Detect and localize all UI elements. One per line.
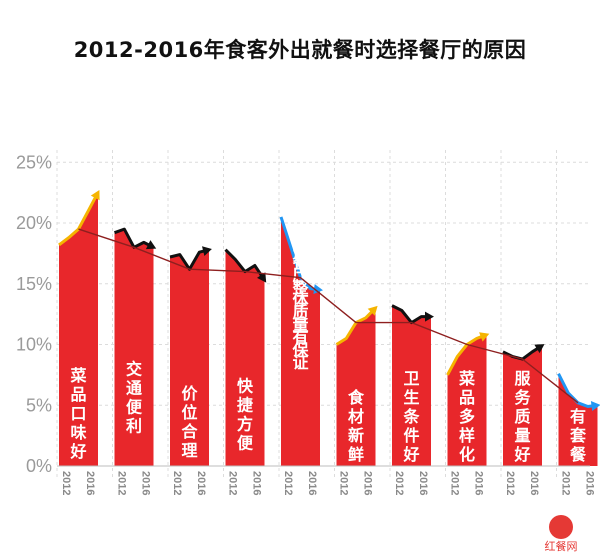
category-label: 有套餐: [569, 407, 587, 464]
trend-arrow-9: [534, 344, 545, 354]
bar-2: [114, 229, 154, 466]
trend-arrow-8: [479, 332, 490, 342]
year-label: 2012: [60, 471, 72, 495]
y-tick-label: 15%: [16, 274, 52, 294]
category-label: 服务质量好: [513, 369, 531, 464]
category-label: 卫生条件好: [402, 369, 420, 464]
bar-5: [281, 216, 320, 466]
year-label: 2016: [251, 471, 263, 495]
category-label: 价位合理: [181, 384, 198, 460]
y-tick-label: 5%: [26, 395, 52, 415]
year-label: 2012: [171, 471, 183, 495]
trend-arrow-10: [590, 401, 600, 411]
year-label: 2012: [338, 471, 350, 495]
trend-arrow-6: [367, 305, 378, 316]
year-label: 2012: [393, 471, 405, 495]
year-label: 2016: [473, 471, 485, 495]
bar-1: [59, 192, 98, 466]
y-tick-label: 10%: [16, 335, 52, 355]
y-tick-label: 20%: [16, 213, 52, 233]
bar-7: [392, 305, 431, 466]
category-label: 菜品多样化: [458, 369, 475, 464]
category-label: 连锁餐厅整体质量有保证: [291, 228, 309, 372]
year-label: 2016: [417, 471, 429, 495]
year-label: 2016: [362, 471, 374, 495]
year-label: 2012: [227, 471, 239, 495]
year-label: 2012: [449, 471, 461, 495]
y-tick-label: 0%: [26, 456, 52, 476]
watermark-text: 红餐网: [544, 540, 578, 553]
y-tick-label: 25%: [16, 152, 52, 172]
bar-10: [558, 373, 598, 466]
year-label: 2012: [560, 471, 572, 495]
category-label: 交通便利: [126, 360, 143, 436]
trend-arrow-2: [145, 240, 157, 250]
trend-arrow-3: [202, 246, 212, 256]
watermark-logo: 红餐网: [532, 515, 590, 553]
category-label: 快捷方便: [237, 377, 254, 453]
year-label: 2016: [584, 471, 596, 495]
trend-arrow-5: [313, 284, 323, 294]
year-label: 2016: [528, 471, 540, 495]
year-label: 2012: [282, 471, 294, 495]
year-label: 2016: [306, 471, 318, 495]
bar-4: [225, 249, 265, 466]
year-label: 2012: [504, 471, 516, 495]
trend-arrow-1: [90, 190, 100, 201]
year-label: 2016: [84, 471, 96, 495]
trend-arrow-7: [425, 311, 434, 322]
year-label: 2016: [140, 471, 152, 495]
watermark-icon: [549, 515, 573, 539]
year-label: 2016: [195, 471, 207, 495]
category-label: 菜品口味好: [69, 366, 86, 461]
bar-6: [336, 308, 376, 466]
bar-9: [503, 345, 542, 466]
chart-title: 2012-2016年食客外出就餐时选择餐厅的原因: [73, 38, 527, 62]
year-label: 2012: [116, 471, 128, 495]
bar-3: [170, 249, 209, 466]
category-label: 食材新鲜: [347, 388, 365, 464]
overall-trend-line: [78, 228, 579, 404]
trend-arrow-4: [257, 272, 267, 283]
bar-8: [447, 334, 487, 466]
